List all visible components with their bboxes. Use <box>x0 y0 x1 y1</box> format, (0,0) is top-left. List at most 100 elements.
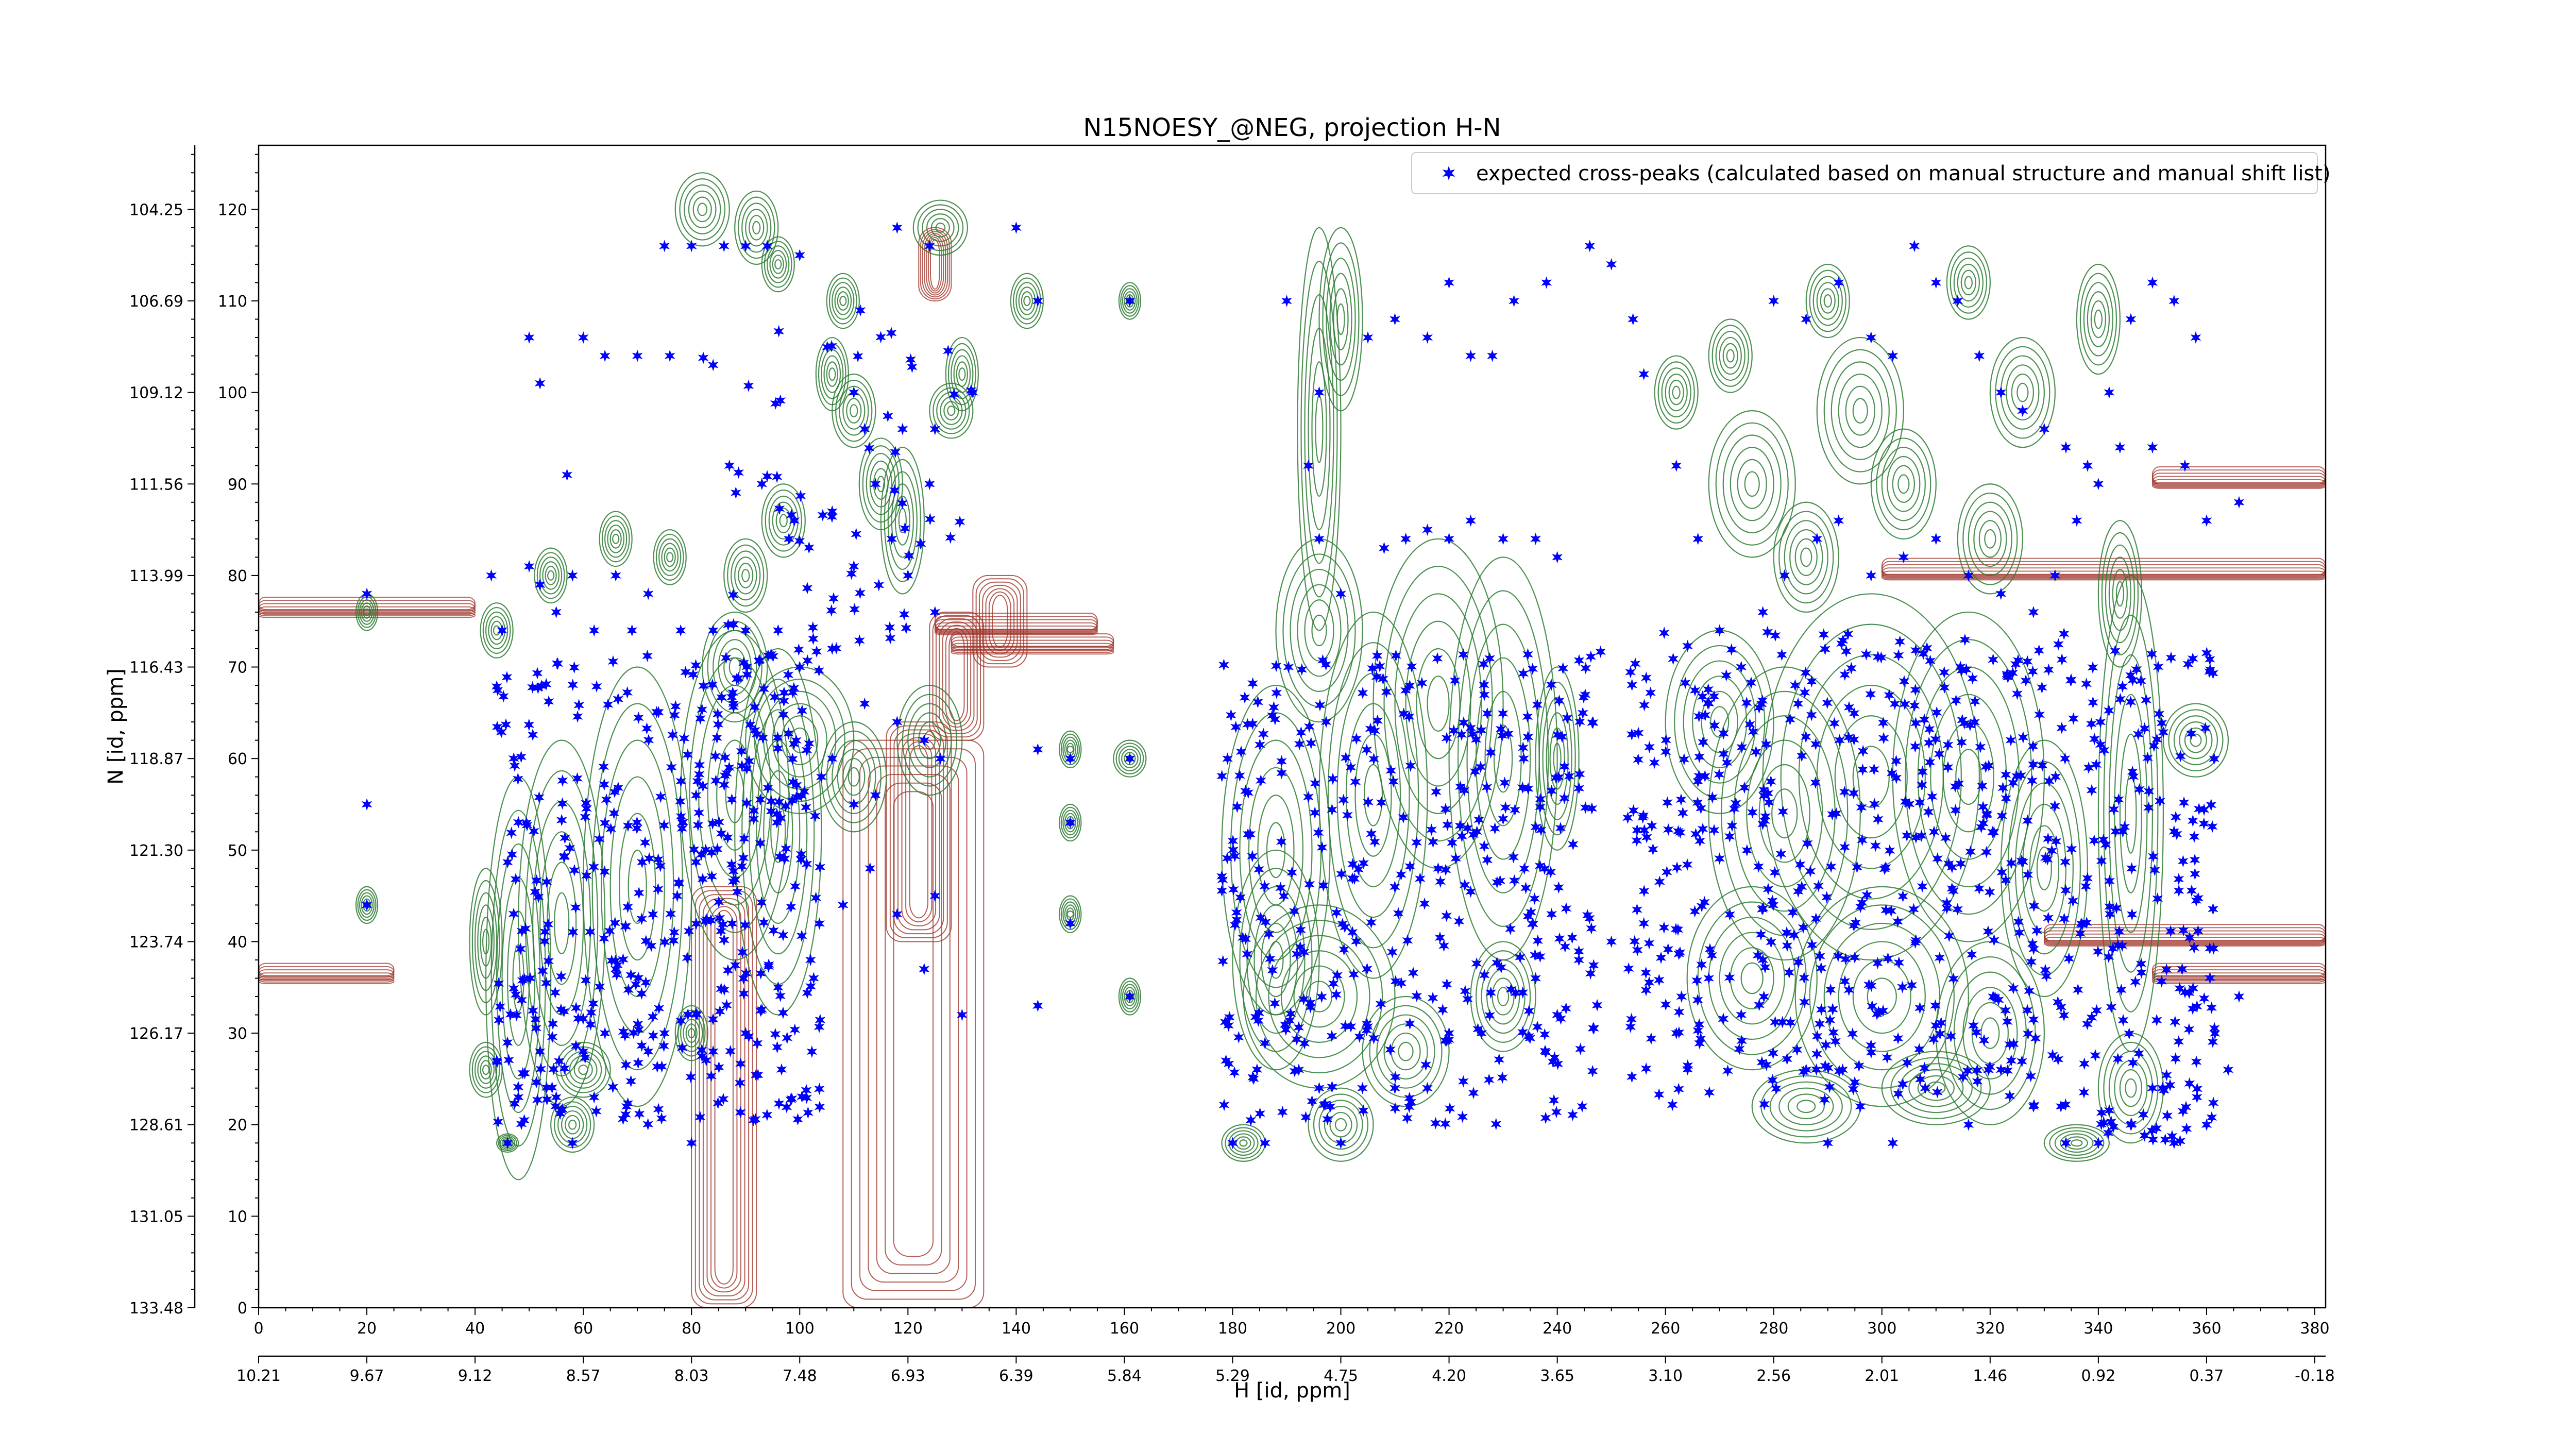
cross-peak-marker <box>692 775 703 788</box>
cross-peak-marker <box>2165 925 2176 938</box>
cross-peak-marker <box>1855 901 1866 913</box>
cross-peak-marker <box>1785 713 1795 726</box>
cross-peak-marker <box>1552 551 1563 564</box>
cross-peak-marker <box>2178 855 2189 868</box>
cross-peak-marker <box>1455 780 1466 793</box>
cross-peak-marker <box>2168 295 2180 307</box>
positive-contour <box>477 1055 495 1084</box>
positive-contour <box>1838 373 1883 448</box>
positive-contour <box>1978 520 2002 558</box>
cross-peak-marker <box>1626 728 1637 741</box>
cross-peak-marker <box>2134 783 2145 796</box>
cross-peak-marker <box>1465 885 1476 898</box>
positive-contour <box>601 515 630 563</box>
cross-peak-marker <box>2168 825 2180 838</box>
cross-peak-marker <box>1971 1026 1982 1039</box>
cross-peak-marker <box>1555 1012 1566 1025</box>
cross-peak-marker <box>2060 855 2071 868</box>
positive-contour <box>779 514 788 528</box>
cross-peak-marker <box>1884 689 1895 702</box>
cross-peak-marker <box>2190 868 2200 880</box>
cross-peak-marker <box>826 340 837 352</box>
cross-peak-marker <box>1914 1073 1926 1086</box>
positive-contour <box>2184 727 2208 753</box>
cross-peak-marker <box>2154 707 2165 720</box>
cross-peak-marker <box>1508 851 1519 864</box>
positive-contour <box>887 471 918 570</box>
cross-peak-marker <box>815 861 826 873</box>
cross-peak-marker <box>1450 852 1462 865</box>
cross-peak-marker <box>551 657 563 670</box>
cross-peak-marker <box>1846 662 1857 674</box>
positive-contour <box>2190 733 2202 747</box>
positive-contour <box>1962 492 2018 585</box>
cross-peak-marker <box>628 1026 639 1039</box>
positive-contour <box>361 895 373 915</box>
positive-contour <box>734 190 779 265</box>
positive-contour <box>1778 1087 1834 1125</box>
cross-peak-marker <box>1281 295 1292 307</box>
cross-peak-marker <box>1365 722 1376 735</box>
x-ppm-tick-label: 4.20 <box>1432 1367 1466 1385</box>
cross-peak-marker <box>736 860 748 873</box>
cross-peak-marker <box>1404 1101 1415 1113</box>
cross-peak-marker <box>1444 1033 1454 1046</box>
cross-peak-marker <box>613 781 624 794</box>
cross-peak-marker <box>1347 872 1358 885</box>
cross-peak-marker <box>1736 741 1748 754</box>
cross-peak-marker <box>1622 812 1633 824</box>
cross-peak-marker <box>2156 717 2167 730</box>
cross-peak-marker <box>1696 900 1707 913</box>
cross-peak-marker <box>1951 694 1962 707</box>
cross-peak-marker <box>2000 768 2011 781</box>
positive-contour <box>1023 296 1031 306</box>
cross-peak-marker <box>965 384 977 397</box>
cross-peak-marker <box>1978 1034 1990 1047</box>
cross-peak-marker <box>1588 1022 1599 1035</box>
positive-contour <box>834 286 852 315</box>
cross-peak-marker <box>1348 968 1359 981</box>
positive-contour <box>2014 782 2074 955</box>
cross-peak-marker <box>2112 1053 2124 1065</box>
cross-peak-marker <box>1458 716 1469 729</box>
cross-peak-marker <box>1551 1106 1562 1119</box>
cross-peak-marker <box>754 654 765 667</box>
cross-peak-marker <box>1217 955 1229 968</box>
cross-peak-marker <box>1930 733 1941 746</box>
cross-peak-marker <box>1218 1099 1230 1111</box>
positive-contour <box>1118 282 1142 320</box>
positive-contour <box>826 730 882 823</box>
cross-peak-marker <box>2083 761 2094 774</box>
cross-peak-marker <box>2022 1004 2033 1017</box>
negative-contour-column <box>928 237 942 292</box>
cross-peak-marker <box>1500 801 1511 814</box>
positive-contour <box>1657 361 1695 424</box>
y-ppm-tick-label: 126.17 <box>129 1025 183 1043</box>
cross-peak-marker <box>1728 802 1740 815</box>
cross-peak-marker <box>1559 760 1570 773</box>
cross-peak-marker <box>1454 819 1466 832</box>
cross-peak-marker <box>1234 769 1245 782</box>
positive-contour <box>2173 715 2218 766</box>
y-ppm-tick-label: 123.74 <box>129 933 183 951</box>
cross-peak-marker <box>1328 977 1339 990</box>
cross-peak-marker <box>1909 699 1920 712</box>
cross-peak-marker <box>1442 978 1452 991</box>
positive-contour <box>832 282 855 320</box>
positive-contour <box>1416 648 1461 760</box>
cross-peak-marker <box>1950 804 1961 817</box>
cross-peak-marker <box>2182 657 2194 670</box>
cross-peak-marker <box>826 643 838 655</box>
positive-contour <box>482 1065 490 1075</box>
cross-peak-marker <box>859 423 870 435</box>
cross-peak-marker <box>1573 954 1584 966</box>
cross-peak-marker <box>541 875 552 888</box>
cross-peak-marker <box>1228 883 1239 896</box>
cross-peak-marker <box>924 513 936 526</box>
positive-contour <box>1845 385 1875 436</box>
cross-peak-marker <box>674 795 686 808</box>
cross-peak-marker <box>2198 992 2210 1005</box>
cross-peak-marker <box>2002 1064 2013 1077</box>
cross-peak-marker <box>1430 1117 1441 1129</box>
x-ppm-tick-label: 6.93 <box>891 1367 925 1385</box>
